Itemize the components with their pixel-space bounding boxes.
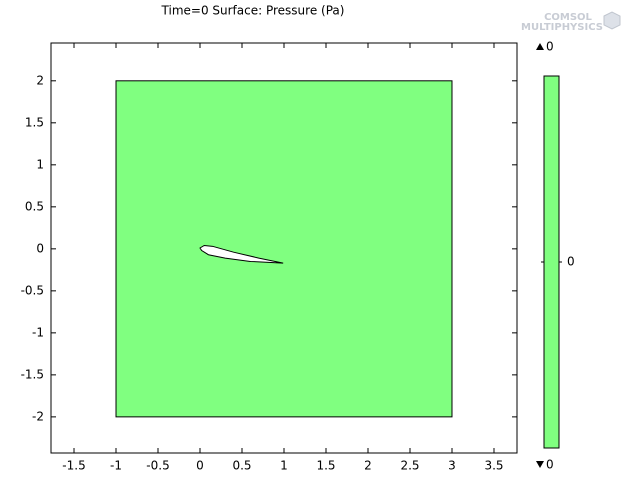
y-tick-label: 0 [36, 241, 44, 255]
x-tick-label: -1 [110, 459, 122, 473]
x-tick-label: 0.5 [232, 459, 251, 473]
y-tick-label: -0.5 [21, 283, 44, 297]
colorbar-min: 0 [546, 458, 554, 472]
min-arrow [536, 461, 544, 468]
y-tick-label: -1 [32, 325, 44, 339]
y-tick-label: -2 [32, 409, 44, 423]
x-tick-label: 3.5 [484, 459, 503, 473]
y-tick-label: 1.5 [25, 115, 44, 129]
x-tick-label: 2 [364, 459, 372, 473]
x-tick-label: 3 [448, 459, 456, 473]
x-tick-label: 2.5 [400, 459, 419, 473]
colorbar [543, 75, 560, 449]
surface [115, 80, 453, 418]
y-tick-label: 1 [36, 157, 44, 171]
colorbar-max: 0 [546, 40, 554, 54]
chart-title: Time=0 Surface: Pressure (Pa) [161, 4, 345, 18]
airfoil [199, 244, 284, 264]
y-tick-label: -1.5 [21, 367, 44, 381]
x-tick-label: 1 [280, 459, 288, 473]
x-tick-label: -1.5 [62, 459, 85, 473]
colorbar-tick-label: 0 [567, 255, 575, 269]
logo-cube [603, 11, 621, 30]
x-tick-label: 1.5 [316, 459, 335, 473]
logo-text: MULTIPHYSICS [521, 22, 603, 33]
x-tick-label: -0.5 [146, 459, 169, 473]
max-arrow [536, 43, 544, 50]
y-tick-label: 2 [36, 73, 44, 87]
logo-text: COMSOL [544, 12, 592, 23]
x-tick-label: 0 [196, 459, 204, 473]
y-tick-label: 0.5 [25, 199, 44, 213]
